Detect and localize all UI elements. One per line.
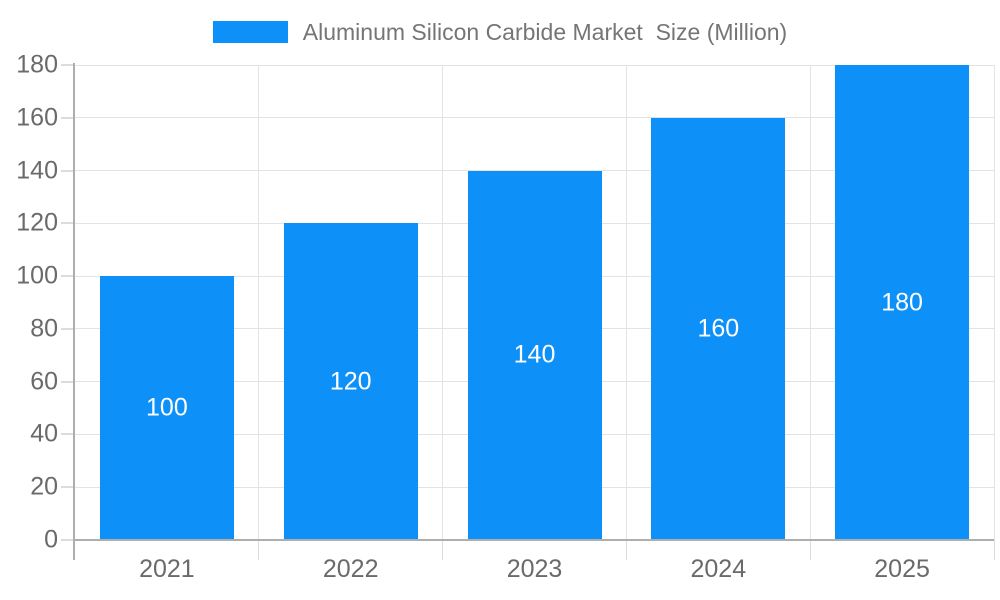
bar-2024[interactable] (651, 117, 786, 540)
bar-2025[interactable] (835, 65, 970, 540)
y-tick-label: 60 (30, 367, 58, 396)
x-axis-line (73, 539, 994, 541)
y-tick-mark (61, 116, 75, 119)
y-tick-label: 0 (44, 525, 58, 554)
x-tick-mark (442, 540, 444, 560)
y-tick-label: 80 (30, 314, 58, 343)
y-tick-mark (61, 64, 75, 66)
y-tick-label: 180 (16, 50, 58, 79)
y-axis-line (73, 63, 75, 560)
x-tick-label: 2023 (506, 555, 563, 583)
y-tick-mark (61, 327, 75, 330)
y-tick-mark (61, 486, 75, 489)
y-tick-label: 120 (16, 208, 58, 237)
y-tick-label: 20 (30, 472, 58, 501)
bar-2021[interactable] (99, 276, 234, 540)
x-boundary-gridline (993, 65, 995, 540)
y-tick-label: 140 (16, 156, 58, 185)
y-tick-mark (61, 222, 75, 225)
x-tick-mark (993, 540, 995, 560)
x-tick-mark (625, 540, 627, 560)
bar-2022[interactable] (283, 223, 418, 540)
bar-2023[interactable] (467, 170, 602, 540)
bar-value-label: 120 (329, 367, 372, 396)
x-tick-label: 2021 (139, 555, 195, 583)
y-tick-mark (61, 169, 75, 172)
legend-swatch[interactable] (212, 21, 288, 43)
x-boundary-gridline (442, 65, 444, 540)
y-tick-mark (61, 539, 75, 541)
y-tick-label: 100 (16, 261, 58, 290)
x-boundary-gridline (258, 65, 260, 540)
y-tick-label: 40 (30, 419, 58, 448)
x-tick-label: 2022 (322, 555, 379, 583)
x-tick-label: 2024 (690, 555, 747, 583)
y-gridline (75, 117, 994, 119)
bar-value-label: 140 (513, 340, 556, 369)
x-boundary-gridline (625, 65, 627, 540)
y-tick-mark (61, 275, 75, 278)
bar-value-label: 180 (881, 288, 923, 316)
legend-label: Aluminum Silicon Carbide Market Size (Mi… (302, 19, 788, 45)
y-tick-label: 160 (16, 103, 58, 132)
y-gridline (75, 64, 994, 66)
x-tick-label: 2025 (874, 555, 930, 583)
bar-value-label: 100 (146, 393, 188, 422)
x-tick-mark (809, 540, 811, 560)
x-boundary-gridline (809, 65, 811, 540)
legend[interactable]: Aluminum Silicon Carbide Market Size (Mi… (0, 20, 1000, 44)
bar-value-label: 160 (697, 314, 740, 343)
y-tick-mark (61, 380, 75, 383)
x-tick-mark (258, 540, 260, 560)
y-tick-mark (61, 433, 75, 436)
